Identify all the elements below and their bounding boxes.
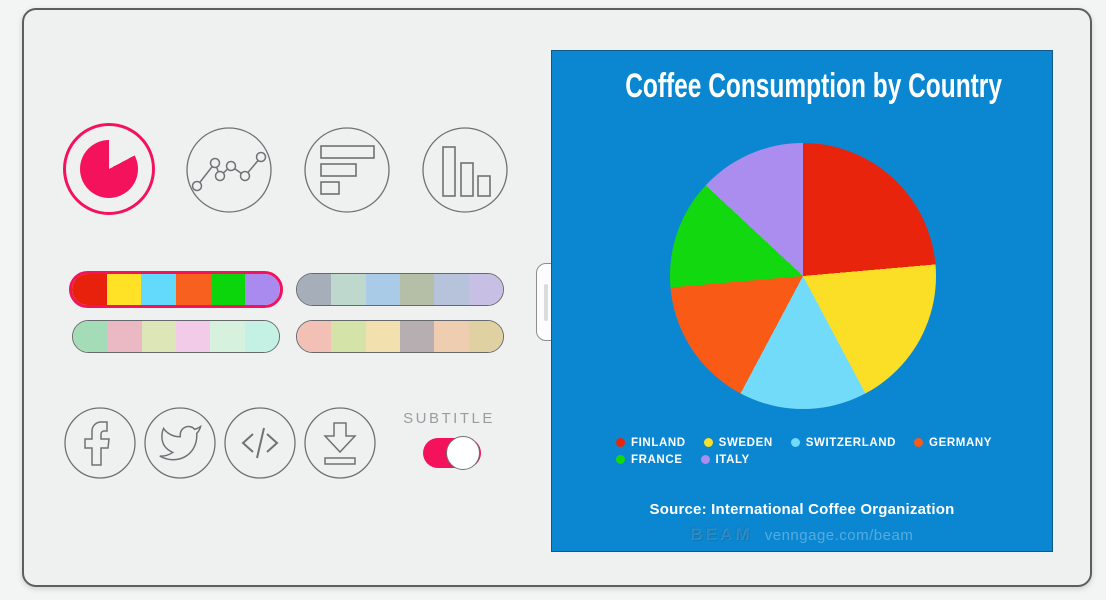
palette-swatch [107,321,142,352]
palette-pastel-warm[interactable] [296,320,504,353]
palette-vivid[interactable] [69,271,283,308]
legend-color-dot [616,438,625,447]
chart-preview-panel: Coffee Consumption by Country FINLAND SWE… [551,50,1053,552]
legend-color-dot [703,438,713,447]
legend-item: FRANCE [616,452,683,467]
chart-maker-card: SUBTITLE Coffee Consumption by Country F… [22,8,1092,587]
palette-swatch [365,274,400,305]
legend-label: SWITZERLAND [805,436,897,449]
palette-muted-cool[interactable] [296,273,504,306]
legend-color-dot [616,455,625,464]
palette-swatch [210,274,246,305]
palette-swatch [141,274,177,305]
legend-item: GERMANY [914,435,992,450]
palette-swatch [297,321,332,352]
palette-swatch [434,274,469,305]
palette-swatch [468,321,503,352]
legend-label: FINLAND [631,436,686,449]
download-button[interactable] [304,407,376,479]
palette-swatch [434,321,469,352]
watermark: BEAM venngage.com/beam [552,525,1052,545]
pie-chart-icon [80,140,138,198]
palette-swatch [331,274,366,305]
palette-swatch [244,321,279,352]
pie-chart [670,143,936,409]
share-facebook-button[interactable] [64,407,136,479]
chart-type-vertical-bar-button[interactable] [422,127,508,213]
palette-swatch [73,321,108,352]
chart-legend: FINLAND SWEDEN SWITZERLAND GERMANY FRANCE ITA… [616,435,1020,467]
palette-swatch [245,274,280,305]
chart-title[interactable]: Coffee Consumption by Country [625,67,1002,105]
chart-type-pie-button[interactable] [63,123,155,215]
legend-label: GERMANY [929,436,993,449]
legend-label: FRANCE [631,453,683,466]
legend-label: SWEDEN [718,436,773,449]
horizontal-bar-chart-icon [304,127,390,213]
palette-swatch [176,274,211,305]
watermark-url: venngage.com/beam [764,527,914,544]
palette-swatch [297,274,332,305]
subtitle-toggle[interactable] [423,436,481,470]
palette-swatch [106,274,142,305]
chart-source: Source: International Coffee Organizatio… [649,501,955,518]
embed-code-icon [224,407,296,479]
palette-swatch [331,321,366,352]
palette-swatch [399,321,435,352]
legend-color-dot [700,455,710,464]
share-embed-button[interactable] [224,407,296,479]
beam-logo: BEAM [690,525,753,544]
palette-swatch [399,274,435,305]
legend-item: FINLAND [616,435,686,450]
chart-type-line-button[interactable] [186,127,272,213]
drawer-grip-icon [544,284,548,321]
legend-item: ITALY [700,452,750,467]
download-icon [304,407,376,479]
line-chart-icon [186,127,272,213]
legend-label: ITALY [715,453,750,466]
legend-item: SWEDEN [703,435,773,450]
legend-color-dot [914,438,924,447]
palette-pastel-mint[interactable] [72,320,280,353]
palette-swatch [175,321,211,352]
legend-color-dot [790,438,800,447]
twitter-icon [144,407,216,479]
share-twitter-button[interactable] [144,407,216,479]
vertical-bar-chart-icon [422,127,508,213]
palette-swatch [72,274,107,305]
palette-swatch [468,274,503,305]
facebook-icon [64,407,136,479]
palette-swatch [210,321,245,352]
legend-item: SWITZERLAND [790,435,897,450]
toggle-knob[interactable] [446,436,480,470]
chart-type-horizontal-bar-button[interactable] [304,127,390,213]
subtitle-toggle-label: SUBTITLE [403,410,495,427]
palette-swatch [365,321,400,352]
palette-swatch [141,321,176,352]
